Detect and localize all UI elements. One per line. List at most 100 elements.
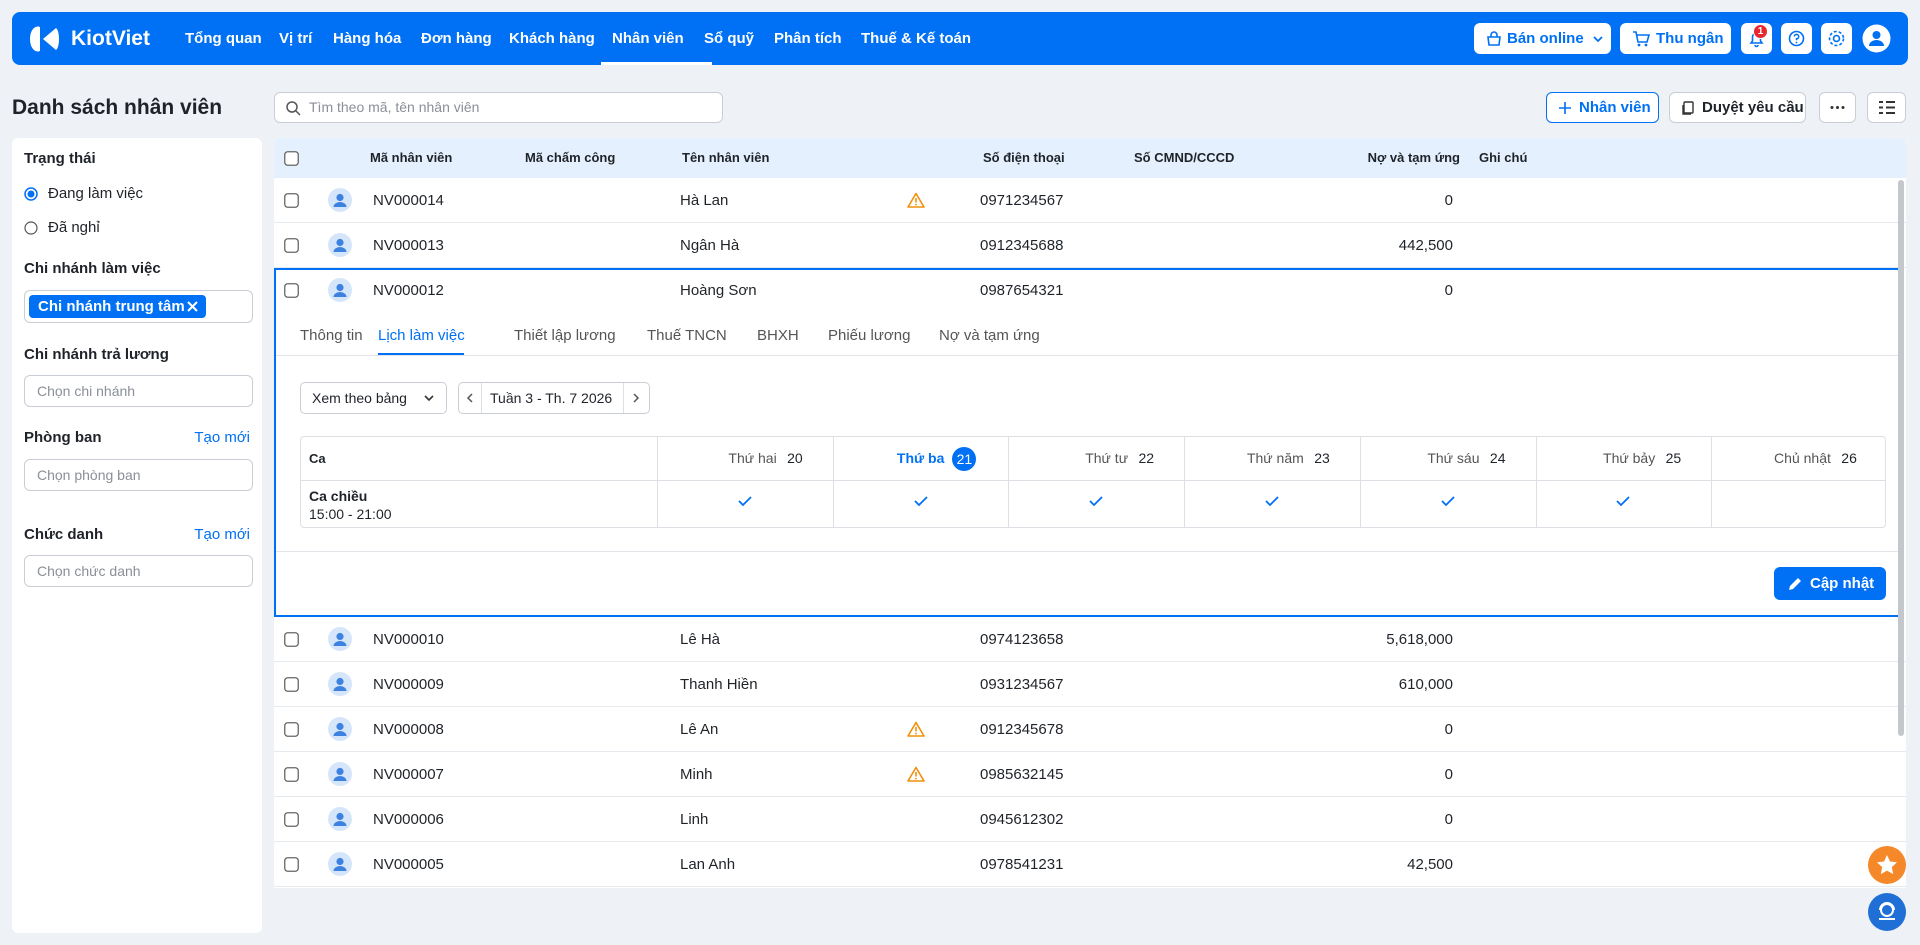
- settings-button[interactable]: [1821, 23, 1852, 54]
- col-line: [657, 437, 658, 527]
- table-row[interactable]: NV000006 Linh 0945612302 0: [274, 797, 1906, 842]
- nav-item[interactable]: Vị trí: [279, 30, 313, 47]
- checkbox[interactable]: [284, 238, 299, 253]
- day-header: Thứ ba 21: [833, 437, 1009, 480]
- employee-phone: 0931234567: [980, 676, 1064, 693]
- avatar: [328, 188, 352, 212]
- day-name: Thứ bảy: [1603, 450, 1656, 466]
- view-mode-select[interactable]: Xem theo bảng: [300, 382, 447, 414]
- detail-tab[interactable]: Phiếu lương: [828, 327, 911, 344]
- table-row[interactable]: NV000010 Lê Hà 0974123658 5,618,000: [274, 617, 1906, 662]
- prev-week[interactable]: [463, 391, 477, 405]
- branch-select[interactable]: Chi nhánh trung tâm: [24, 290, 253, 323]
- next-week[interactable]: [629, 391, 643, 405]
- page-title: Danh sách nhân viên: [12, 96, 223, 119]
- nav-item[interactable]: Thuế & Kế toán: [861, 30, 972, 47]
- employee-name: Ngân Hà: [680, 237, 740, 254]
- nav-item[interactable]: Đơn hàng: [421, 30, 492, 47]
- detail-tab[interactable]: Thông tin: [300, 327, 363, 344]
- table-row[interactable]: NV000012 Hoàng Sơn 0987654321 0: [274, 268, 1906, 313]
- table-row[interactable]: NV000007 Minh 0985632145 0: [274, 752, 1906, 797]
- status-option[interactable]: Đang làm việc: [48, 185, 144, 202]
- nav-item[interactable]: Tổng quan: [185, 30, 262, 47]
- checkbox[interactable]: [284, 722, 299, 737]
- placeholder: Chọn phòng ban: [37, 467, 141, 483]
- checkbox[interactable]: [284, 812, 299, 827]
- table-row[interactable]: NV000013 Ngân Hà 0912345688 442,500: [274, 223, 1906, 268]
- detail-tab[interactable]: Thiết lập lương: [514, 327, 616, 344]
- employee-phone: 0978541231: [980, 856, 1064, 873]
- table-row[interactable]: NV000005 Lan Anh 0978541231 42,500: [274, 842, 1906, 887]
- employee-code: NV000006: [373, 811, 444, 828]
- checkbox[interactable]: [284, 283, 299, 298]
- checkbox[interactable]: [284, 857, 299, 872]
- employee-debt: 610,000: [1398, 676, 1453, 693]
- plus-icon: [1557, 100, 1573, 116]
- cashier-button[interactable]: Thu ngân: [1620, 23, 1731, 54]
- online-button[interactable]: Bán online: [1474, 23, 1611, 54]
- title-create-link[interactable]: Tạo mới: [194, 526, 250, 543]
- check-icon: [736, 492, 754, 510]
- employee-debt: 0: [1444, 282, 1453, 299]
- employee-phone: 0985632145: [980, 766, 1064, 783]
- column-header: Mã chấm công: [525, 150, 616, 165]
- nav-item[interactable]: Phân tích: [774, 30, 842, 47]
- update-button[interactable]: Cập nhật: [1774, 567, 1886, 600]
- detail-tab[interactable]: BHXH: [757, 327, 799, 344]
- remove-tag[interactable]: [186, 300, 199, 313]
- checkbox[interactable]: [284, 193, 299, 208]
- column-header: Nợ và tạm ứng: [1367, 150, 1460, 165]
- detail-tab[interactable]: Nợ và tạm ứng: [939, 327, 1040, 344]
- more-button[interactable]: [1819, 92, 1856, 123]
- employee-code: NV000007: [373, 766, 444, 783]
- dept-create-link[interactable]: Tạo mới: [194, 429, 250, 446]
- checkbox[interactable]: [284, 151, 299, 166]
- table-row[interactable]: NV000009 Thanh Hiền 0931234567 610,000: [274, 662, 1906, 707]
- detail-tab[interactable]: Thuế TNCN: [647, 327, 727, 344]
- detail-tab[interactable]: Lịch làm việc: [378, 327, 465, 344]
- warning-icon: [907, 721, 925, 737]
- add-employee-label: Nhân viên: [1579, 99, 1651, 116]
- avatar: [328, 807, 352, 831]
- column-header: Mã nhân viên: [370, 150, 453, 165]
- checkbox[interactable]: [284, 677, 299, 692]
- nav-item[interactable]: Sổ quỹ: [704, 30, 755, 47]
- dept-input[interactable]: Chọn phòng ban: [24, 459, 253, 491]
- nav-item[interactable]: Khách hàng: [509, 30, 595, 47]
- table-row[interactable]: NV000014 Hà Lan 0971234567 0: [274, 178, 1906, 223]
- table-row[interactable]: NV000008 Lê An 0912345678 0: [274, 707, 1906, 752]
- add-employee-button[interactable]: Nhân viên: [1546, 92, 1659, 123]
- radio[interactable]: [24, 187, 38, 201]
- nav-item[interactable]: Nhân viên: [612, 30, 684, 47]
- pay-branch-input[interactable]: Chọn chi nhánh: [24, 375, 253, 407]
- checkbox[interactable]: [284, 767, 299, 782]
- column-header: Ghi chú: [1479, 150, 1528, 165]
- nav-item[interactable]: Hàng hóa: [333, 30, 402, 47]
- check-icon: [1263, 492, 1281, 510]
- status-option[interactable]: Đã nghỉ: [48, 219, 100, 236]
- pay-branch-label: Chi nhánh trả lương: [24, 346, 169, 363]
- table-header: Mã nhân viên Mã chấm công Tên nhân viên Số …: [274, 138, 1906, 178]
- employee-name: Lê Hà: [680, 631, 721, 648]
- avatar: [328, 233, 352, 257]
- day-header: Thứ sáu 24: [1360, 437, 1536, 480]
- day-name: Thứ ba: [896, 450, 945, 466]
- avatar: [328, 672, 352, 696]
- cashier-label: Thu ngân: [1656, 30, 1724, 47]
- avatar: [328, 278, 352, 302]
- job-title-input[interactable]: Chọn chức danh: [24, 555, 253, 587]
- approve-button[interactable]: Duyệt yêu cầu: [1669, 92, 1806, 123]
- employee-debt: 5,618,000: [1386, 631, 1453, 648]
- support-button[interactable]: [1868, 893, 1906, 931]
- checkbox[interactable]: [284, 632, 299, 647]
- radio[interactable]: [24, 221, 38, 235]
- employee-name: Thanh Hiền: [680, 676, 758, 693]
- help-button[interactable]: [1781, 23, 1812, 54]
- layout-button[interactable]: [1867, 92, 1906, 123]
- favorite-button[interactable]: [1868, 846, 1906, 884]
- schedule-table: Ca Ca chiều 15:00 - 21:00 Thứ hai 20 Thứ ba 21…: [300, 436, 1886, 528]
- account-button[interactable]: [1861, 23, 1892, 54]
- nav-active-underline: [601, 62, 712, 65]
- search-box[interactable]: Tìm theo mã, tên nhân viên: [274, 92, 723, 123]
